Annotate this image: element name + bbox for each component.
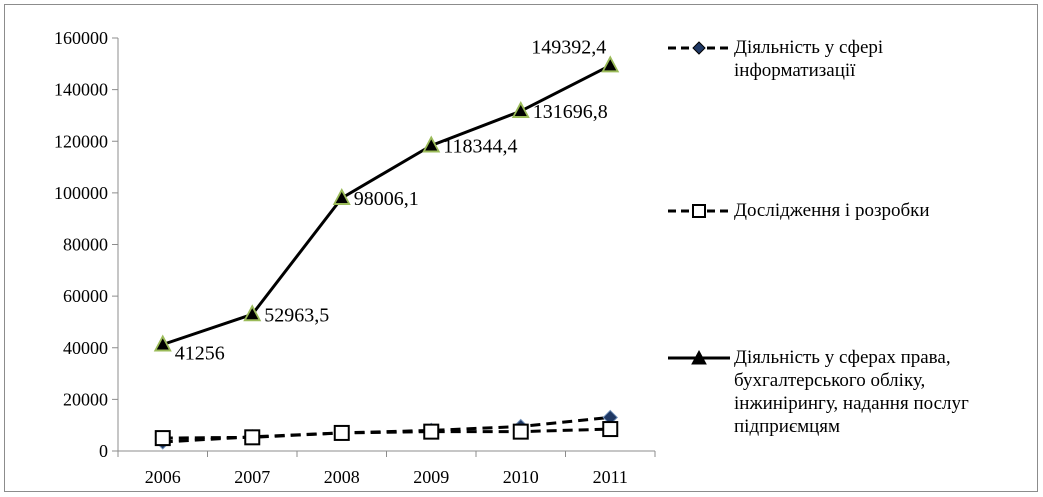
square-marker bbox=[154, 430, 171, 447]
legend-key-dashed-square bbox=[668, 204, 730, 218]
legend-label: Діяльність у сфері інформатизації bbox=[734, 37, 884, 81]
data-label: 118344,4 bbox=[443, 136, 517, 158]
data-labels: 41256 52963,5 98006,1 118344,4 131696,8 14939… bbox=[175, 36, 608, 364]
triangle-marker bbox=[246, 308, 259, 320]
x-tick-label: 2007 bbox=[234, 467, 270, 487]
chart-frame bbox=[4, 4, 1038, 492]
y-tick-label: 60000 bbox=[63, 286, 108, 306]
square-marker bbox=[244, 429, 261, 446]
series-layer bbox=[153, 55, 620, 450]
series-line-1 bbox=[162, 427, 611, 440]
y-tick-label: 40000 bbox=[63, 338, 108, 358]
legend-item-law-accounting: Діяльність у сферах права, бухгалтерсько… bbox=[666, 346, 969, 438]
square-marker bbox=[602, 421, 619, 438]
y-tick-label: 160000 bbox=[54, 28, 108, 48]
y-tick-label: 100000 bbox=[54, 183, 108, 203]
legend-label: Діяльність у сферах права, бухгалтерсько… bbox=[734, 347, 969, 437]
legend-item-research: Дослідження і розробки bbox=[666, 199, 930, 223]
diamond-marker-icon bbox=[692, 41, 706, 55]
triangle-marker bbox=[425, 139, 438, 151]
legend-item-informatization: Діяльність у сфері інформатизації bbox=[666, 36, 883, 82]
y-tick-label: 80000 bbox=[63, 235, 108, 255]
triangle-marker bbox=[156, 338, 169, 350]
y-tick-label: 120000 bbox=[54, 131, 108, 151]
triangle-marker bbox=[335, 192, 348, 204]
triangle-marker bbox=[514, 105, 527, 117]
legend-key-dashed-diamond bbox=[668, 41, 730, 55]
x-tick-label: 2010 bbox=[503, 467, 539, 487]
y-axis: 0 20000 40000 60000 80000 100000 120000 140000 1… bbox=[54, 28, 119, 461]
data-label: 98006,1 bbox=[354, 188, 419, 210]
square-marker bbox=[333, 424, 350, 441]
data-label: 52963,5 bbox=[264, 304, 329, 326]
data-label: 131696,8 bbox=[533, 101, 608, 123]
legend-key-solid-triangle bbox=[668, 349, 730, 365]
x-tick-label: 2011 bbox=[593, 467, 628, 487]
y-tick-label: 140000 bbox=[54, 80, 108, 100]
triangle-marker bbox=[604, 59, 617, 71]
y-tick-label: 20000 bbox=[63, 389, 108, 409]
series-line-2 bbox=[162, 64, 611, 346]
x-tick-label: 2006 bbox=[145, 467, 181, 487]
x-tick-label: 2008 bbox=[324, 467, 360, 487]
triangle-marker-icon bbox=[691, 349, 707, 365]
series-line-0 bbox=[162, 415, 611, 444]
y-tick-label: 0 bbox=[99, 441, 108, 461]
square-marker-icon bbox=[692, 204, 706, 218]
x-axis: 2006 2007 2008 2009 2010 2011 bbox=[117, 450, 656, 487]
data-label: 41256 bbox=[175, 343, 225, 365]
data-label: 149392,4 bbox=[531, 36, 606, 58]
legend-label: Дослідження і розробки bbox=[734, 200, 930, 221]
x-tick-label: 2009 bbox=[413, 467, 449, 487]
square-marker bbox=[423, 423, 440, 440]
square-marker bbox=[512, 423, 529, 440]
